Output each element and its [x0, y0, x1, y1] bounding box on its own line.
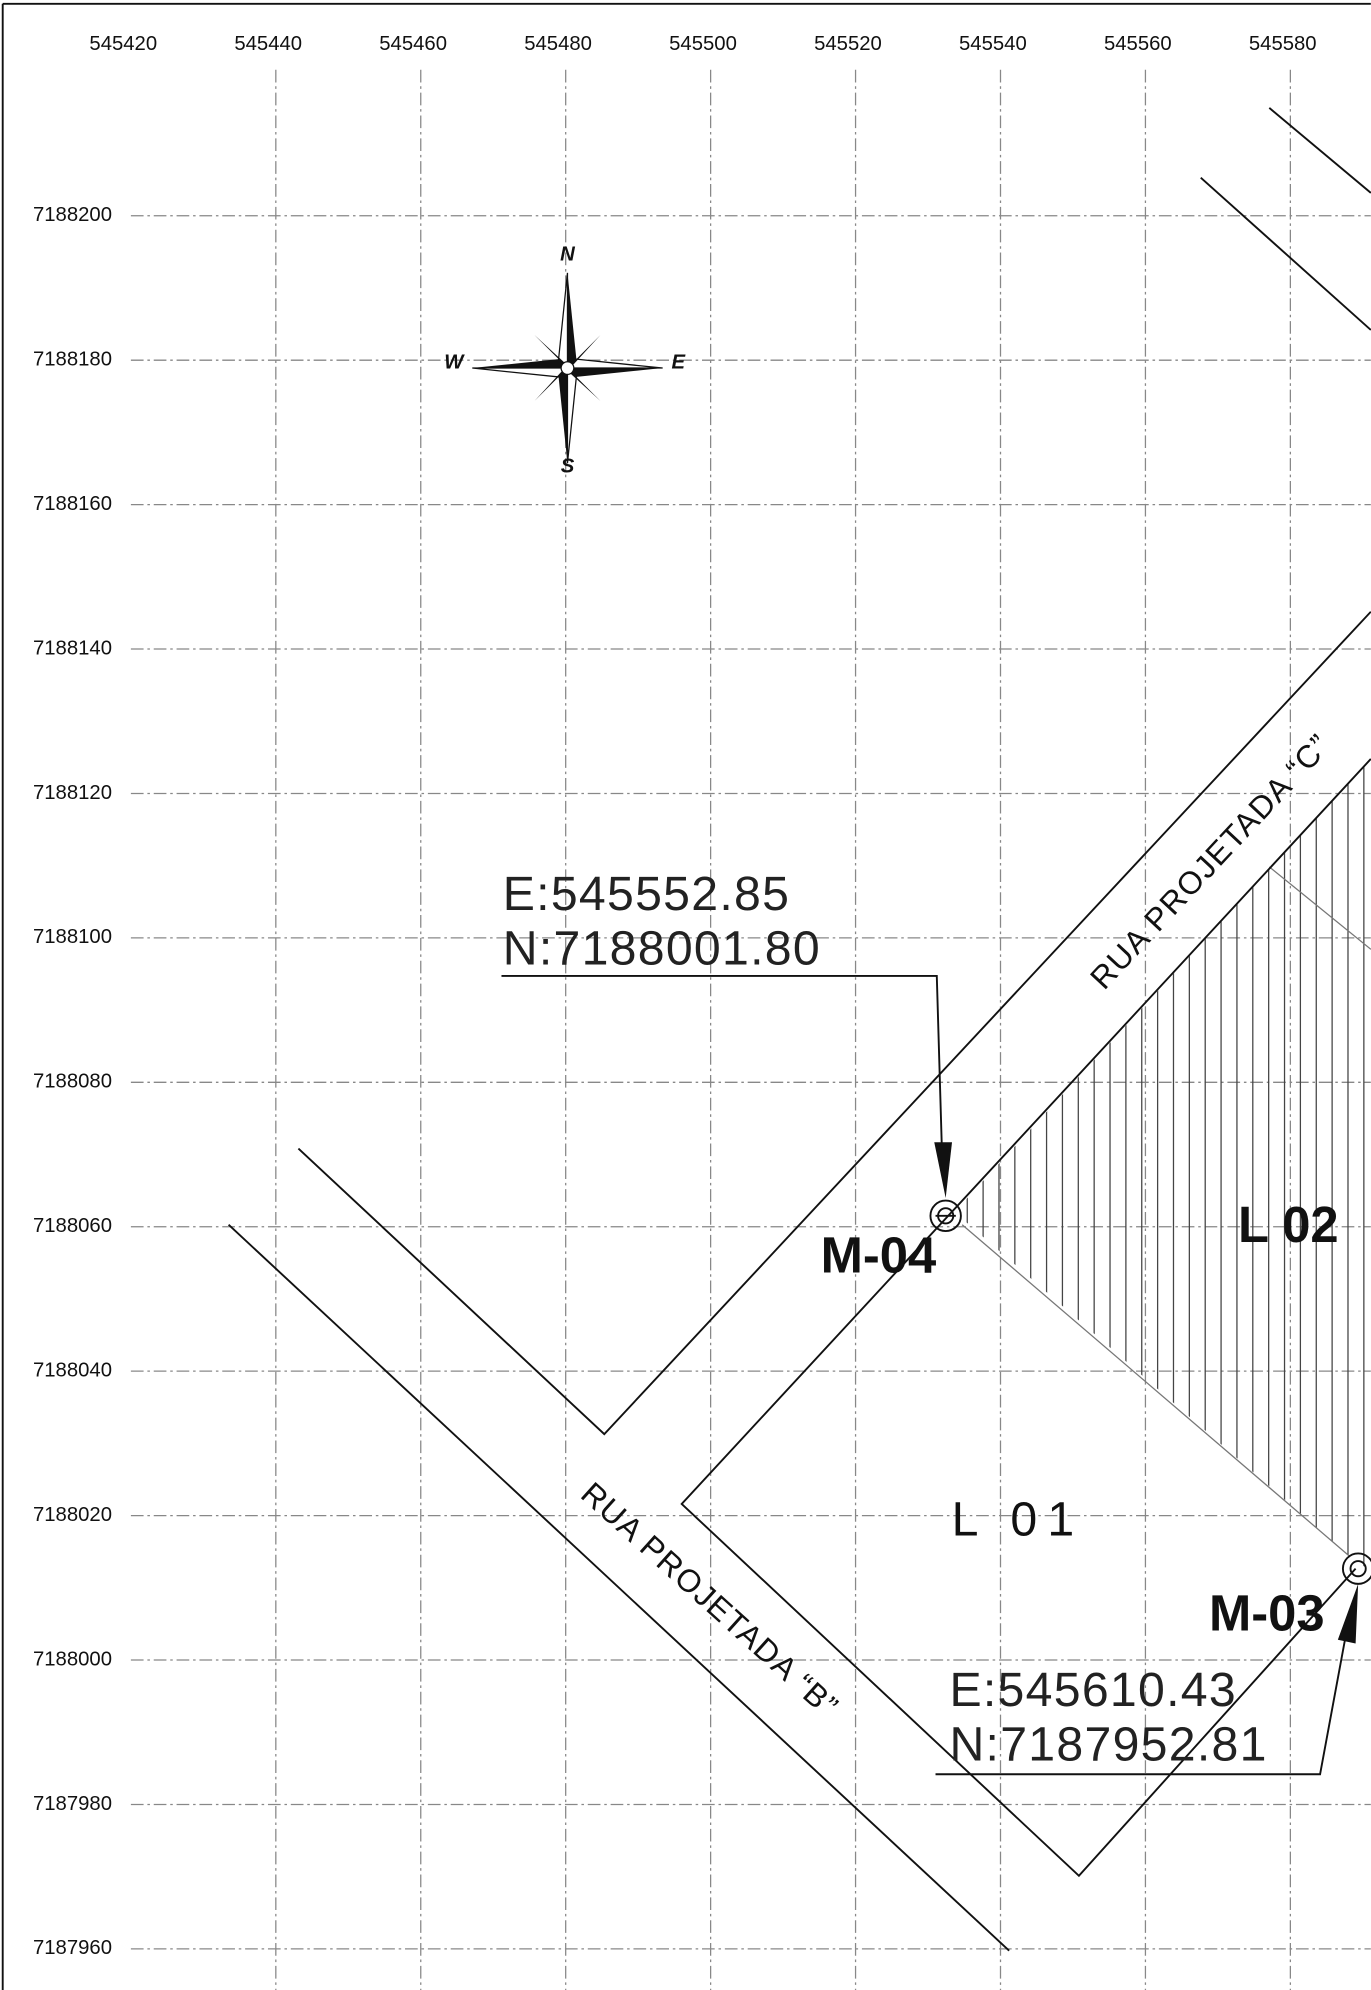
- compass-rose: N E S W: [444, 243, 686, 477]
- y-grid-label: 7187980: [33, 1793, 112, 1815]
- marker-symbol: [1341, 1552, 1371, 1585]
- easting: E:545552.85: [503, 867, 790, 921]
- easting: E:545610.43: [949, 1663, 1236, 1717]
- compass-s: S: [561, 455, 575, 477]
- compass-n: N: [560, 243, 575, 265]
- y-grid-label: 7188180: [33, 349, 112, 371]
- road-edge: [1200, 176, 1371, 331]
- road-edge: [227, 1224, 1010, 1952]
- lot-label: L 01: [952, 1493, 1085, 1547]
- road-label: RUA PROJETADA “C”: [1083, 727, 1338, 996]
- road-edge: [297, 611, 1371, 1436]
- y-grid-label: 7188140: [33, 637, 112, 659]
- y-grid-label: 7188100: [33, 926, 112, 948]
- x-grid-label: 545500: [669, 33, 737, 55]
- leader-line: [935, 1637, 1347, 1776]
- compass-w: W: [444, 351, 465, 373]
- northing: N:7188001.80: [503, 922, 821, 976]
- x-grid-label: 545540: [959, 33, 1027, 55]
- marker-label: M-03: [1209, 1584, 1325, 1641]
- x-grid-label: 545460: [379, 33, 447, 55]
- x-grid-label: 545480: [524, 33, 592, 55]
- northing: N:7187952.81: [949, 1717, 1267, 1771]
- x-grid-label: 545580: [1249, 33, 1317, 55]
- compass-e: E: [672, 351, 687, 373]
- y-grid-label: 7188160: [33, 493, 112, 515]
- road-edge: [1268, 107, 1371, 194]
- y-grid-label: 7188040: [33, 1360, 112, 1382]
- arrow-head: [1337, 1583, 1359, 1644]
- y-grid-label: 7188200: [33, 204, 112, 226]
- marker-symbol: [1349, 1560, 1367, 1578]
- lot-boundary: [1268, 866, 1371, 950]
- lot-boundary: [961, 1224, 1350, 1557]
- y-grid-label: 7188060: [33, 1215, 112, 1237]
- lot-hatch: [966, 758, 1365, 1572]
- leader-line: [501, 975, 943, 1149]
- x-grid-label: 545420: [89, 33, 157, 55]
- marker-label: M-04: [821, 1226, 937, 1283]
- road-edge: [680, 758, 1371, 1878]
- y-grid-label: 7187960: [33, 1937, 112, 1959]
- x-grid-label: 545520: [814, 33, 882, 55]
- y-grid-label: 7188000: [33, 1648, 112, 1670]
- arrow-head: [934, 1142, 953, 1199]
- x-grid-label: 545440: [234, 33, 302, 55]
- y-grid-label: 7188020: [33, 1504, 112, 1526]
- y-grid-label: 7188080: [33, 1071, 112, 1093]
- marker-symbol: [929, 1199, 962, 1233]
- y-grid-label: 7188120: [33, 782, 112, 804]
- x-grid-label: 545560: [1104, 33, 1172, 55]
- lot-label: L 02: [1238, 1196, 1339, 1253]
